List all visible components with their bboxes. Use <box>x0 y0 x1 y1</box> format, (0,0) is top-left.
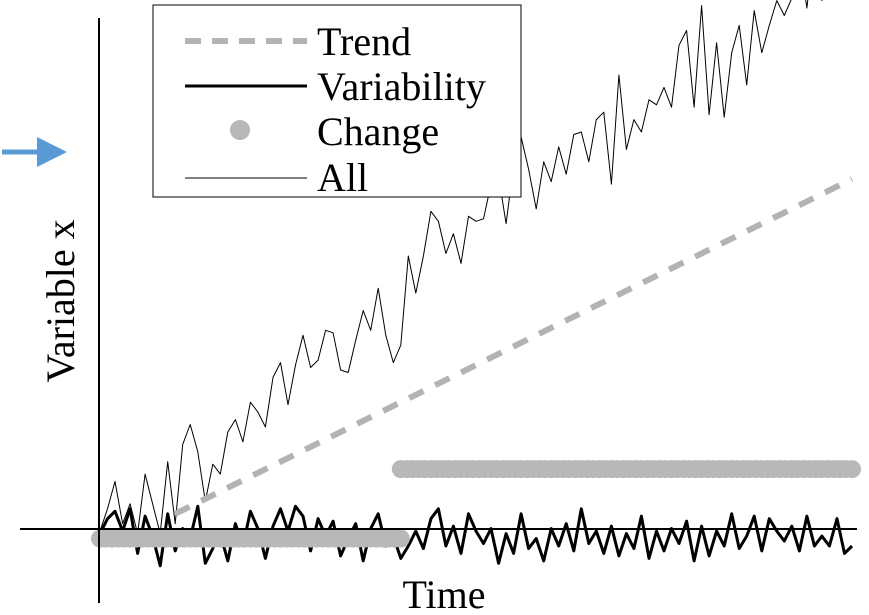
series-variability-line <box>98 504 854 568</box>
legend: Trend Variability Change All <box>152 4 522 200</box>
x-axis-label: Time <box>402 572 485 615</box>
series-all <box>99 0 823 535</box>
series-trend <box>173 176 854 517</box>
legend-box <box>152 4 522 198</box>
y-axis-label: Variable x <box>38 219 83 382</box>
legend-variability-label: Variability <box>317 64 486 109</box>
legend-trend-label: Trend <box>317 19 411 64</box>
series-all-line <box>99 0 823 535</box>
legend-all-label: All <box>317 155 368 200</box>
change-point <box>391 529 410 548</box>
legend-change-swatch <box>230 120 250 140</box>
legend-change-label: Change <box>317 109 439 154</box>
series-trend-line <box>173 176 854 517</box>
series-variability <box>98 504 854 568</box>
series-change <box>91 460 861 548</box>
change-point <box>843 460 861 479</box>
